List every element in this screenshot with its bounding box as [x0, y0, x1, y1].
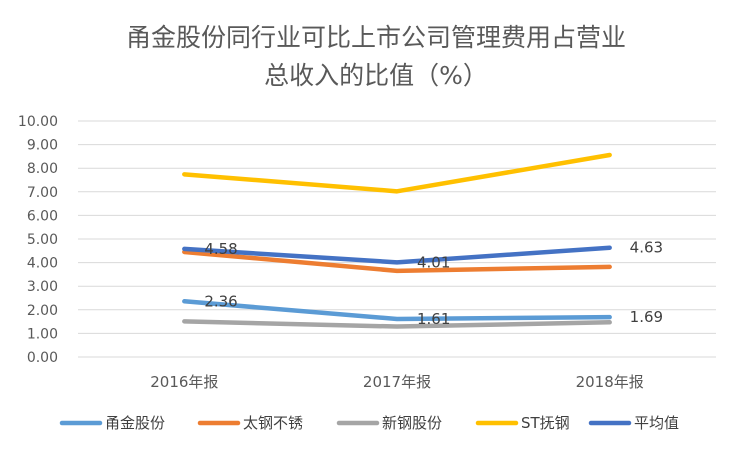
y-tick-label: 10.00: [18, 114, 58, 130]
data-label: 2.36: [204, 292, 237, 310]
y-tick-label: 5.00: [27, 232, 58, 248]
y-tick-label: 1.00: [27, 326, 58, 342]
legend-label: ST抚钢: [521, 414, 570, 432]
legend-label: 甬金股份: [105, 414, 165, 432]
y-tick-label: 9.00: [27, 138, 58, 154]
data-label: 1.61: [417, 310, 450, 328]
data-label: 1.69: [630, 308, 663, 326]
y-tick-label: 7.00: [27, 185, 58, 201]
data-label: 4.58: [204, 240, 237, 258]
y-tick-label: 8.00: [27, 161, 58, 177]
series-line-5: [182, 245, 612, 265]
series-line-3: [182, 319, 612, 329]
x-tick-label: 2018年报: [576, 373, 644, 391]
y-tick-label: 0.00: [27, 350, 58, 366]
series-line-2: [182, 249, 612, 274]
x-tick-label: 2017年报: [363, 373, 431, 391]
y-tick-label: 4.00: [27, 256, 58, 272]
y-tick-label: 3.00: [27, 279, 58, 295]
legend-label: 平均值: [634, 414, 679, 432]
x-tick-label: 2016年报: [150, 373, 218, 391]
series-line-1: [182, 299, 612, 322]
legend-label: 太钢不锈: [243, 414, 303, 432]
y-tick-label: 2.00: [27, 303, 58, 319]
chart-title-line-2: 总收入的比值（%）: [264, 61, 488, 90]
y-tick-label: 6.00: [27, 208, 58, 224]
chart-title-line-1: 甬金股份同行业可比上市公司管理费用占营业: [125, 23, 626, 52]
legend-label: 新钢股份: [382, 414, 442, 432]
data-label: 4.01: [417, 253, 450, 271]
data-label: 4.63: [630, 239, 663, 257]
series-line-4: [182, 152, 612, 194]
